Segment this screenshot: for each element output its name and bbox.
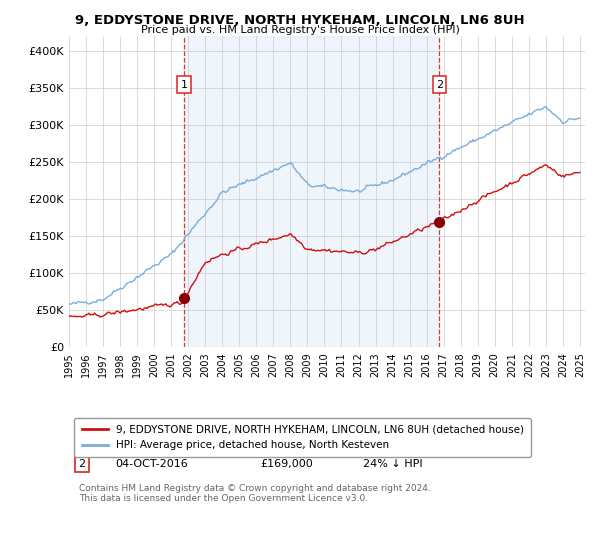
Text: £169,000: £169,000 — [260, 459, 313, 469]
Bar — [184, 36, 439, 347]
Text: Price paid vs. HM Land Registry's House Price Index (HPI): Price paid vs. HM Land Registry's House … — [140, 25, 460, 35]
Text: 09-OCT-2001: 09-OCT-2001 — [115, 440, 188, 450]
Text: 2: 2 — [436, 80, 443, 90]
Text: 1: 1 — [79, 440, 85, 450]
Text: 9, EDDYSTONE DRIVE, NORTH HYKEHAM, LINCOLN, LN6 8UH: 9, EDDYSTONE DRIVE, NORTH HYKEHAM, LINCO… — [75, 14, 525, 27]
Text: £66,000: £66,000 — [260, 440, 305, 450]
Text: 2: 2 — [79, 459, 85, 469]
Text: 1: 1 — [181, 80, 188, 90]
Text: 28% ↓ HPI: 28% ↓ HPI — [363, 440, 423, 450]
Text: 04-OCT-2016: 04-OCT-2016 — [115, 459, 188, 469]
Text: Contains HM Land Registry data © Crown copyright and database right 2024.
This d: Contains HM Land Registry data © Crown c… — [79, 484, 431, 503]
Legend: 9, EDDYSTONE DRIVE, NORTH HYKEHAM, LINCOLN, LN6 8UH (detached house), HPI: Avera: 9, EDDYSTONE DRIVE, NORTH HYKEHAM, LINCO… — [74, 418, 531, 458]
Text: 24% ↓ HPI: 24% ↓ HPI — [363, 459, 423, 469]
